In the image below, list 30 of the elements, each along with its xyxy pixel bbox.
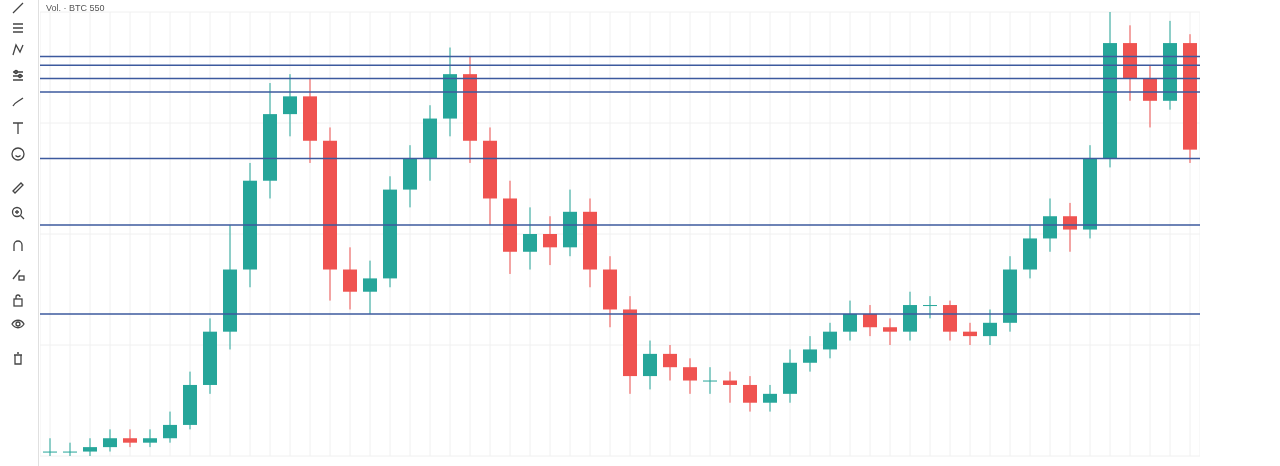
candlestick (83, 437, 97, 456)
candlestick (803, 335, 817, 373)
candlestick (63, 442, 77, 456)
candlestick (363, 260, 377, 315)
candlestick (823, 322, 837, 359)
candlestick (883, 317, 897, 346)
candlestick (643, 340, 657, 390)
candlestick (103, 428, 117, 453)
candlestick (923, 295, 937, 319)
candlestick (663, 344, 677, 382)
candlestick (123, 428, 137, 448)
candlestick (763, 384, 777, 413)
candlestick (523, 206, 537, 271)
candlestick (863, 304, 877, 337)
candlestick (163, 411, 177, 444)
candlestick (703, 366, 717, 395)
candlestick (843, 300, 857, 342)
candlestick (723, 371, 737, 404)
candlestick (1143, 64, 1157, 128)
candlestick (143, 428, 157, 448)
candlestick (1043, 197, 1057, 253)
candlestick (963, 322, 977, 346)
candlestick (983, 308, 997, 346)
candlestick (543, 215, 557, 266)
candlestick (43, 437, 57, 456)
candlestick (743, 375, 757, 413)
candlestick (343, 246, 357, 310)
annotation: Vol. · BTC 550 (46, 3, 105, 13)
candlestick (683, 357, 697, 395)
candlestick (283, 73, 297, 137)
